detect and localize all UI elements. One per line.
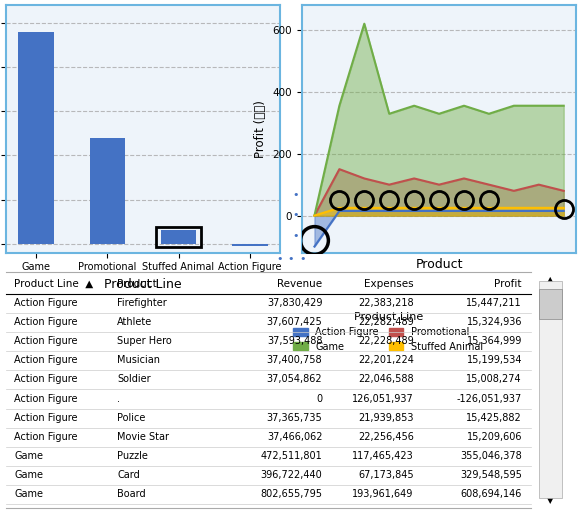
Text: 193,961,649: 193,961,649 [352,489,414,500]
Text: 37,593,488: 37,593,488 [267,336,322,346]
Text: 329,548,595: 329,548,595 [460,470,522,480]
Text: Action Figure: Action Figure [15,298,78,308]
Text: -126,051,937: -126,051,937 [457,393,522,404]
Text: 15,324,936: 15,324,936 [467,317,522,327]
Text: •: • [299,254,306,264]
Bar [90,138,125,244]
FancyBboxPatch shape [539,282,562,499]
Text: Athlete: Athlete [117,317,152,327]
Text: Action Figure: Action Figure [15,374,78,384]
Text: Game: Game [15,451,44,461]
Text: •: • [292,190,299,200]
Text: 396,722,440: 396,722,440 [261,470,322,480]
Text: 67,173,845: 67,173,845 [358,470,414,480]
Text: Soldier: Soldier [117,374,151,384]
Bar [161,230,196,244]
Text: Movie Star: Movie Star [117,432,169,442]
Text: 802,655,795: 802,655,795 [260,489,322,500]
Text: •: • [292,210,299,221]
Text: Action Figure: Action Figure [15,413,78,423]
Text: 37,054,862: 37,054,862 [267,374,322,384]
Text: 37,466,062: 37,466,062 [267,432,322,442]
Text: 15,425,882: 15,425,882 [466,413,522,423]
Text: Firefighter: Firefighter [117,298,167,308]
Text: 0: 0 [316,393,322,404]
Text: Puzzle: Puzzle [117,451,148,461]
Text: 37,365,735: 37,365,735 [267,413,322,423]
Y-axis label: Profit (百萬): Profit (百萬) [254,100,267,158]
Text: Expenses: Expenses [364,279,414,289]
Text: Revenue: Revenue [277,279,322,289]
Text: 22,201,224: 22,201,224 [358,355,414,365]
Text: 22,228,489: 22,228,489 [358,336,414,346]
Text: •: • [292,231,299,241]
Text: ▼: ▼ [547,496,553,505]
Text: Profit: Profit [495,279,522,289]
Text: Action Figure: Action Figure [15,336,78,346]
Text: Product: Product [117,279,157,289]
Text: 22,282,489: 22,282,489 [358,317,414,327]
Text: 608,694,146: 608,694,146 [460,489,522,500]
Text: Card: Card [117,470,140,480]
Bar [232,244,268,246]
Text: Musician: Musician [117,355,160,365]
Text: Game: Game [15,489,44,500]
Text: Action Figure: Action Figure [15,317,78,327]
Text: 21,939,853: 21,939,853 [358,413,414,423]
Text: •: • [288,254,294,264]
FancyBboxPatch shape [539,289,562,319]
Text: Police: Police [117,413,146,423]
Bar [156,227,201,247]
Text: 22,046,588: 22,046,588 [358,374,414,384]
Text: Action Figure: Action Figure [15,355,78,365]
Text: 37,400,758: 37,400,758 [267,355,322,365]
Text: 126,051,937: 126,051,937 [352,393,414,404]
Text: ▲: ▲ [547,274,553,284]
Text: 15,209,606: 15,209,606 [467,432,522,442]
Text: Board: Board [117,489,146,500]
Text: Game: Game [15,470,44,480]
Text: 15,199,534: 15,199,534 [467,355,522,365]
Text: 15,447,211: 15,447,211 [466,298,522,308]
Text: Super Hero: Super Hero [117,336,172,346]
Text: 117,465,423: 117,465,423 [352,451,414,461]
X-axis label: Product Line: Product Line [104,278,182,291]
Text: 22,383,218: 22,383,218 [358,298,414,308]
Text: Action Figure: Action Figure [15,432,78,442]
X-axis label: Product: Product [416,258,463,271]
Text: 472,511,801: 472,511,801 [261,451,322,461]
Text: •: • [276,254,283,264]
Bar [18,32,54,244]
Text: 355,046,378: 355,046,378 [460,451,522,461]
Text: .: . [117,393,120,404]
Text: Action Figure: Action Figure [15,393,78,404]
Legend: Action Figure, Game, Promotional, Stuffed Animal: Action Figure, Game, Promotional, Stuffe… [293,312,483,352]
Text: 15,364,999: 15,364,999 [467,336,522,346]
Text: 22,256,456: 22,256,456 [358,432,414,442]
Text: 37,607,425: 37,607,425 [267,317,322,327]
Text: 37,830,429: 37,830,429 [267,298,322,308]
Text: Product Line  ▲: Product Line ▲ [15,279,94,289]
Text: 15,008,274: 15,008,274 [466,374,522,384]
